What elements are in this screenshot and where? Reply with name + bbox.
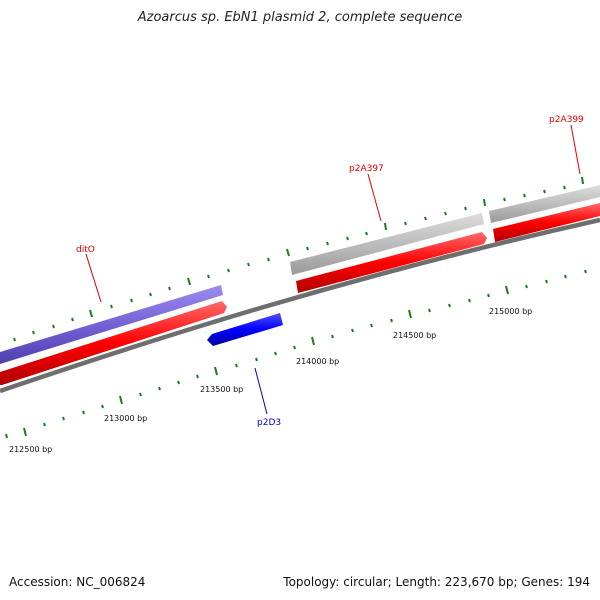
gray-feature-band-2[interactable]: [489, 185, 600, 223]
gene-label-ditO[interactable]: ditO: [76, 245, 95, 255]
ruler-label-214000: 214000 bp: [296, 357, 339, 366]
gene-labels: ditO p2A397 p2A399 p2D3: [76, 115, 584, 428]
outer-tick-ring: [13, 176, 584, 342]
gene-label-p2A397[interactable]: p2A397: [349, 164, 384, 174]
inner-tick-ring: [5, 269, 587, 439]
reverse-gene-p2D3[interactable]: [207, 313, 283, 346]
ruler-label-213500: 213500 bp: [200, 385, 243, 394]
leader-p2D3: [254, 367, 268, 415]
plasmid-backbone: [0, 217, 600, 394]
forward-gene-p2A397[interactable]: [296, 232, 487, 293]
ruler-labels: 212500 bp 213000 bp 213500 bp 214000 bp …: [9, 307, 532, 454]
gene-label-p2D3[interactable]: p2D3: [257, 418, 281, 428]
leader-p2A399: [570, 124, 581, 175]
leader-ditO: [85, 253, 102, 303]
ruler-label-213000: 213000 bp: [104, 414, 147, 423]
gene-label-p2A399[interactable]: p2A399: [549, 115, 584, 125]
forward-cds-band[interactable]: [0, 285, 223, 364]
forward-gene-ditO[interactable]: [0, 301, 227, 385]
gray-feature-band-1[interactable]: [290, 213, 484, 275]
leader-p2A397: [367, 173, 382, 222]
map-title: Azoarcus sp. EbN1 plasmid 2, complete se…: [137, 10, 463, 25]
label-leaders: [85, 124, 581, 415]
topology-summary: Topology: circular; Length: 223,670 bp; …: [283, 575, 590, 589]
ruler-label-212500: 212500 bp: [9, 445, 52, 454]
ruler-label-215000: 215000 bp: [489, 307, 532, 316]
ruler-label-214500: 214500 bp: [393, 331, 436, 340]
forward-gene-p2A399[interactable]: [493, 203, 600, 242]
accession-text: Accession: NC_006824: [9, 575, 146, 589]
